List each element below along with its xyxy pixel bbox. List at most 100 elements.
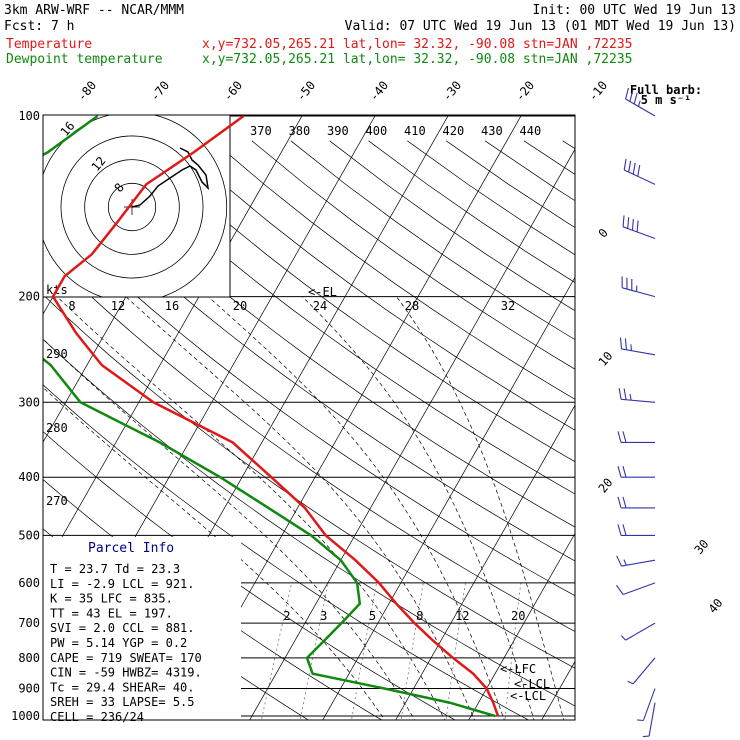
dewpoint-profile [43, 115, 496, 718]
hodograph-ring [107, 182, 157, 232]
wind-barb-flag [625, 87, 630, 100]
isotherm-line [0, 103, 18, 729]
wind-barb-staff [642, 688, 656, 721]
theta-label: 410 [404, 124, 426, 138]
hodograph-speed-label: 16 [165, 299, 179, 313]
pressure-axis: 100 200 300 400 500 600 700 800 900 1000 [11, 109, 40, 723]
pressure-label: 200 [18, 290, 40, 304]
wind-barb-flag [637, 100, 641, 107]
wind-barb-flag [627, 217, 630, 229]
dry-adiabat [368, 140, 575, 283]
moist-adiabat [56, 296, 446, 720]
temperature-location: x,y=732.05,265.21 lat,lon= 32.32, -90.08… [202, 37, 632, 52]
parcel-info-row: Tc = 29.4 SHEAR= 40. [50, 680, 195, 694]
hodograph-speed-label: 28 [405, 299, 419, 313]
plot-frame [42, 114, 576, 721]
temperature-profile [51, 115, 500, 717]
lcl-annotation: <-LCL [514, 677, 550, 691]
wind-barb-staff [621, 398, 656, 403]
parcel-info-row: K = 35 LFC = 835. [50, 592, 173, 606]
parcel-info-row: T = 23.7 Td = 23.3 [50, 562, 180, 576]
theta-label: 280 [46, 421, 68, 435]
dry-adiabat [43, 250, 575, 632]
isotherm-line [322, 276, 575, 720]
theta-label: 400 [366, 124, 388, 138]
parcel-info-row: TT = 43 EL = 197. [50, 606, 173, 620]
isotherm-label: -80 [75, 78, 100, 104]
wind-barb-flag [622, 431, 627, 443]
isotherm-line [468, 532, 575, 720]
isotherm-line [249, 148, 575, 720]
wind-barb-staff [622, 582, 656, 596]
dry-adiabat [57, 140, 575, 528]
wind-barb-staff [648, 702, 656, 737]
wind-barb-flag [617, 466, 622, 478]
wind-barb-flag [617, 431, 622, 443]
pressure-label: 400 [18, 470, 40, 484]
wind-barb [620, 622, 656, 641]
dry-adiabat [602, 141, 740, 729]
wind-barb-flag [631, 218, 634, 231]
wind-barb-flag [636, 220, 639, 233]
mixing-ratio-label: 5 [369, 609, 376, 623]
hodograph-speed-label: 12 [111, 299, 125, 313]
wind-barb [623, 158, 656, 185]
wind-barb [618, 388, 656, 403]
parcel-info-row: LI = -2.9 LCL = 921. [50, 577, 195, 591]
theta-labels: 370 380 390 400 410 420 430 440 290 280 270 [46, 124, 541, 508]
wind-barb [627, 657, 656, 685]
moist-adiabat [302, 296, 535, 720]
parcel-info-row: SREH = 33 LAPSE= 5.5 [50, 695, 195, 709]
theta-label: 370 [250, 124, 272, 138]
dry-adiabat [43, 294, 575, 669]
wind-barb-flag [632, 162, 636, 175]
wind-barb-flag [642, 735, 650, 738]
theta-label: 290 [46, 347, 68, 361]
wind-barb-flag [629, 90, 634, 102]
hodograph-ring [60, 135, 204, 279]
parcel-info-row: CAPE = 719 SWEAT= 170 [50, 651, 202, 665]
hodograph-speed-label: 20 [233, 299, 247, 313]
wind-barb-flag [630, 344, 632, 351]
wind-barb [617, 496, 655, 509]
mixing-ratio-line [299, 582, 329, 720]
lfc-annotation: <-LFC [500, 662, 536, 676]
isotherm-label: -70 [148, 78, 173, 104]
isotherm-label: -40 [367, 78, 392, 104]
pressure-label: 900 [18, 682, 40, 696]
isotherm-line [610, 103, 740, 729]
wind-barb-staff [625, 98, 656, 117]
wind-barb-staff [621, 348, 656, 356]
parcel-info-row: PW = 5.14 YGP = 0.2 [50, 636, 187, 650]
wind-barb [617, 431, 655, 443]
sounding-profiles [43, 115, 500, 718]
el-annotation: <-EL [308, 285, 337, 299]
wind-barb-flag [620, 635, 626, 641]
dewpoint-legend: Dewpoint temperature [6, 52, 163, 67]
wind-barb-staff [621, 559, 656, 567]
wind-barb-staff [622, 226, 656, 240]
mixing-ratio-label: 3 [320, 609, 327, 623]
theta-label: 420 [443, 124, 465, 138]
wind-barb-staff [625, 622, 656, 641]
wind-barb-staff [623, 169, 656, 185]
wind-barb [617, 524, 655, 536]
wind-barb-flag [623, 158, 627, 171]
wind-barb-flag [623, 388, 627, 400]
isotherm-label: 0 [596, 226, 611, 241]
parcel-info-row: SVI = 2.0 CCL = 881. [50, 621, 195, 635]
wind-barb-staff [632, 657, 656, 685]
parcel-info-row: CIN = -59 HWBZ= 4319. [50, 666, 202, 680]
wind-barb [617, 466, 655, 478]
dry-adiabat [290, 140, 575, 341]
dry-adiabat [484, 140, 575, 202]
pressure-label: 500 [18, 528, 40, 542]
isotherm-line [395, 404, 575, 720]
mixing-ratio-label: 2 [283, 609, 290, 623]
parcel-info-rows: T = 23.7 Td = 23.3LI = -2.9 LCL = 921.K … [50, 562, 202, 724]
dry-adiabat [96, 140, 575, 495]
wind-barb [616, 555, 656, 567]
wind-barb [621, 276, 656, 298]
dry-adiabat [212, 140, 575, 400]
